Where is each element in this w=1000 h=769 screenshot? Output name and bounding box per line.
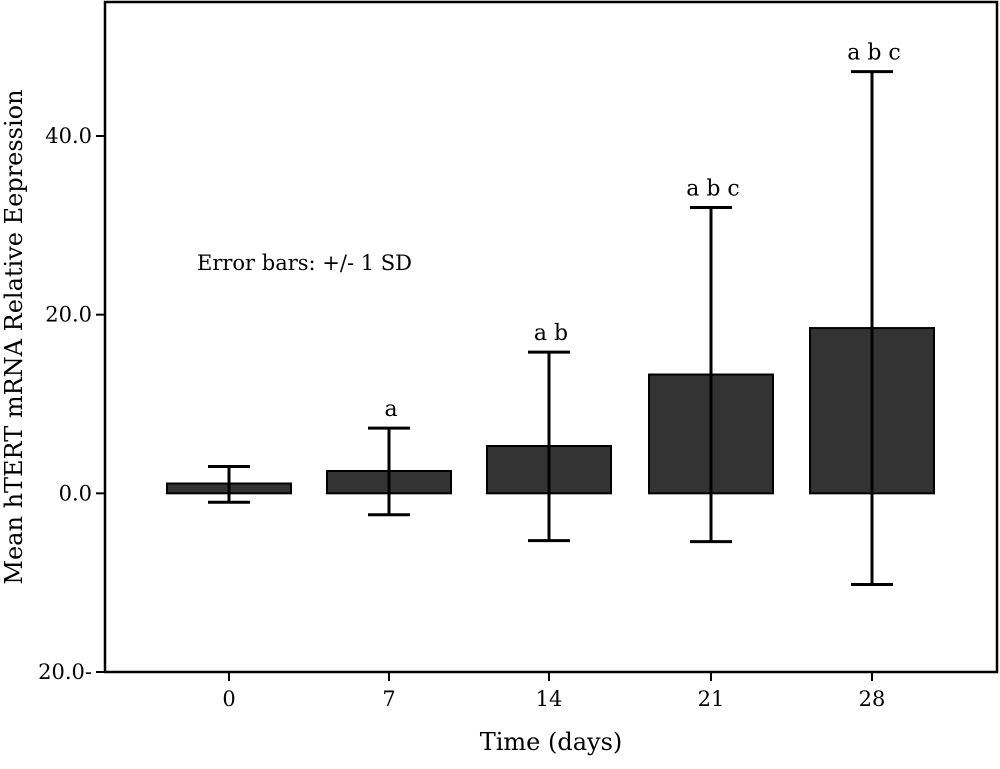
- plot-frame: [103, 0, 999, 674]
- x-tick-label: 0: [222, 687, 235, 711]
- error-bars-note: Error bars: +/- 1 SD: [197, 251, 412, 275]
- y-tick-label: 20.0-: [38, 660, 92, 684]
- significance-label: a b: [534, 321, 568, 346]
- x-axis: 0 7 14 21 28: [222, 672, 885, 711]
- x-tick-label: 14: [536, 687, 563, 711]
- y-axis: 20.0- 0.0 20.0 40.0: [38, 124, 105, 684]
- x-tick-label: 28: [859, 687, 886, 711]
- x-tick-label: 21: [698, 687, 725, 711]
- significance-labels-group: a a b a b c a b c: [384, 41, 900, 422]
- x-tick-label: 7: [382, 687, 395, 711]
- y-axis-title: Mean hTERT mRNA Relative Eepression: [0, 89, 28, 584]
- bars-group: [166, 327, 935, 495]
- x-axis-title: Time (days): [480, 728, 623, 756]
- y-tick-label: 20.0: [45, 303, 92, 327]
- error-bars-group: [208, 70, 893, 586]
- significance-label: a: [384, 397, 397, 422]
- significance-label: a b c: [686, 176, 740, 201]
- significance-label: a b c: [847, 41, 901, 66]
- y-tick-label: 0.0: [59, 481, 92, 505]
- y-tick-label: 40.0: [45, 124, 92, 148]
